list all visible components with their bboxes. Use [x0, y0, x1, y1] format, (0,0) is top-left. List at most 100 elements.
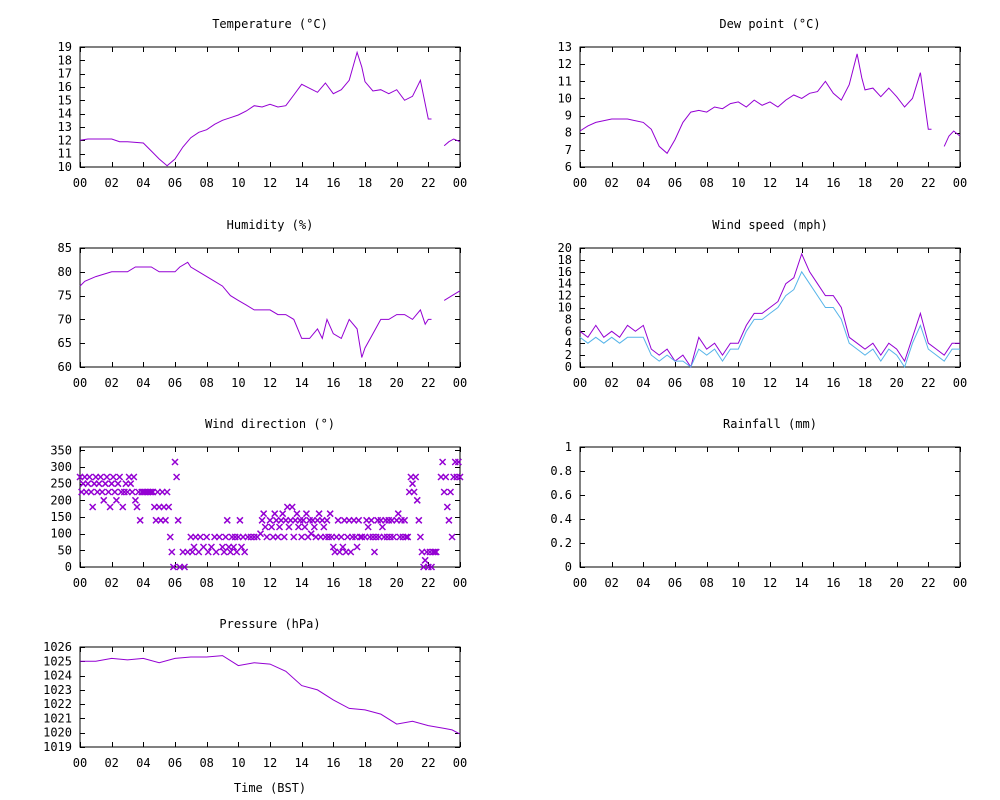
- data-point: [131, 496, 139, 504]
- data-point: [89, 503, 97, 511]
- data-point: [188, 548, 196, 556]
- data-point: [285, 523, 293, 531]
- x-tick-label: 08: [699, 376, 713, 390]
- x-tick-label: 12: [263, 376, 277, 390]
- y-tick-label: 300: [50, 460, 72, 474]
- x-tick-label: 10: [231, 756, 245, 770]
- series-line: [443, 138, 461, 147]
- series-line: [79, 50, 432, 167]
- chart-rainfall: Rainfall (mm) 0 0.2 0.4 0.6 0.8 1 00 02 04 06 08 10 1…: [550, 417, 967, 590]
- x-tick-label: 18: [358, 756, 372, 770]
- x-tick-label: 14: [294, 376, 308, 390]
- y-tick-label: 15: [58, 93, 72, 107]
- data-point: [421, 556, 429, 564]
- x-tick-label: 00: [453, 376, 467, 390]
- data-point: [337, 533, 345, 541]
- x-tick-label: 08: [699, 176, 713, 190]
- data-point: [301, 523, 309, 531]
- x-tick-label: 04: [136, 756, 150, 770]
- y-tick-label: 0.4: [550, 512, 572, 526]
- chart-title: Pressure (hPa): [219, 617, 320, 631]
- x-tick-label: 22: [421, 756, 435, 770]
- x-tick-label: 14: [294, 756, 308, 770]
- data-point: [310, 523, 318, 531]
- x-tick-label: 10: [731, 376, 745, 390]
- x-tick-label: 14: [794, 576, 808, 590]
- data-point: [130, 473, 138, 481]
- y-tick-label: 12: [558, 57, 572, 71]
- data-point: [456, 473, 464, 481]
- y-tick-label: 6: [565, 324, 572, 338]
- y-tick-label: 10: [558, 301, 572, 315]
- data-point: [389, 533, 398, 541]
- data-point: [442, 473, 450, 481]
- data-point: [108, 480, 116, 488]
- data-point: [163, 488, 171, 496]
- data-point: [85, 473, 94, 481]
- data-point: [439, 458, 447, 466]
- data-point: [298, 533, 306, 541]
- x-tick-label: 22: [421, 176, 435, 190]
- y-tick-label: 350: [50, 443, 72, 457]
- x-tick-label: 04: [136, 376, 150, 390]
- x-tick-label: 16: [826, 376, 840, 390]
- y-tick-label: 1019: [43, 740, 72, 754]
- y-tick-label: 12: [558, 289, 572, 303]
- chart-title: Wind speed (mph): [712, 218, 828, 232]
- data-point: [180, 563, 189, 571]
- y-tick-label: 100: [50, 527, 72, 541]
- data-point: [95, 480, 103, 488]
- x-tick-label: 00: [953, 176, 967, 190]
- data-point: [413, 496, 421, 504]
- x-tick-label: 02: [104, 756, 118, 770]
- x-tick-label: 02: [104, 376, 118, 390]
- data-point: [147, 488, 155, 496]
- data-point: [326, 510, 334, 518]
- x-tick-label: 02: [104, 176, 118, 190]
- data-point: [260, 510, 268, 518]
- x-tick-label: 20: [389, 756, 403, 770]
- y-tick-label: 80: [58, 265, 72, 279]
- x-tick-label: 16: [326, 576, 340, 590]
- data-point: [347, 548, 355, 556]
- x-tick-label: 16: [826, 176, 840, 190]
- x-tick-label: 20: [389, 576, 403, 590]
- x-tick-label: 22: [421, 376, 435, 390]
- data-point: [408, 480, 417, 488]
- y-tick-label: 14: [558, 277, 572, 291]
- x-tick-label: 12: [763, 576, 777, 590]
- data-point: [307, 530, 315, 538]
- series-line: [443, 290, 461, 301]
- x-tick-label: 10: [231, 576, 245, 590]
- x-tick-label: 00: [573, 176, 587, 190]
- y-tick-label: 150: [50, 510, 72, 524]
- x-tick-label: 02: [604, 376, 618, 390]
- y-tick-label: 2: [565, 348, 572, 362]
- chart-winddir: Wind direction (°) 0 50 100 150 200 250 300 350 0…: [50, 417, 467, 590]
- x-tick-label: 06: [168, 756, 182, 770]
- y-tick-label: 75: [58, 289, 72, 303]
- y-tick-label: 200: [50, 493, 72, 507]
- x-tick-label: 12: [263, 176, 277, 190]
- data-point: [320, 523, 328, 531]
- x-tick-label: 08: [199, 576, 213, 590]
- data-point: [136, 516, 144, 524]
- x-tick-label: 10: [731, 576, 745, 590]
- x-tick-label: 02: [604, 176, 618, 190]
- x-tick-label: 00: [453, 576, 467, 590]
- x-tick-label: 22: [921, 176, 935, 190]
- x-tick-label: 16: [326, 376, 340, 390]
- data-point: [274, 533, 282, 541]
- y-tick-label: 250: [50, 477, 72, 491]
- x-tick-label: 16: [326, 756, 340, 770]
- data-point: [266, 516, 274, 524]
- data-point: [169, 563, 177, 571]
- series-line: [943, 130, 961, 147]
- data-point: [445, 516, 453, 524]
- data-point: [87, 488, 95, 496]
- y-tick-label: 65: [58, 336, 72, 350]
- x-tick-label: 18: [358, 576, 372, 590]
- series-line: [579, 270, 960, 369]
- x-tick-label: 00: [73, 576, 87, 590]
- x-tick-label: 22: [921, 576, 935, 590]
